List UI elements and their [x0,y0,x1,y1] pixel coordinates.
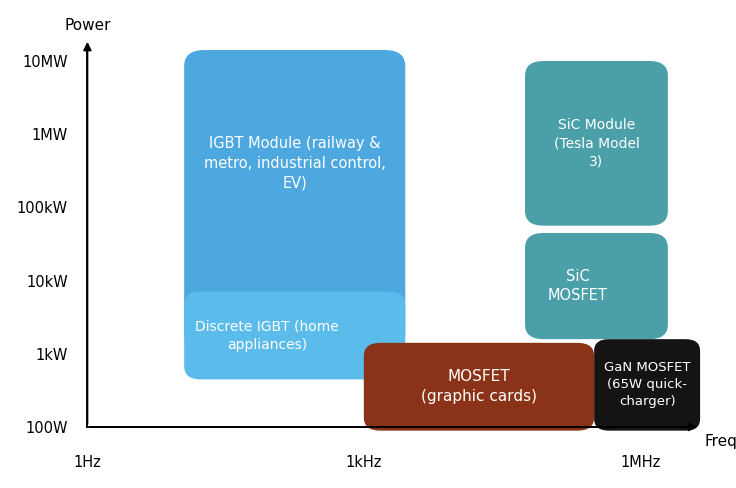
FancyBboxPatch shape [525,233,668,339]
FancyBboxPatch shape [525,61,668,225]
FancyBboxPatch shape [184,50,406,350]
Text: IGBT Module (railway &
metro, industrial control,
EV): IGBT Module (railway & metro, industrial… [204,136,386,191]
FancyBboxPatch shape [594,339,700,431]
Text: SiC Module
(Tesla Model
3): SiC Module (Tesla Model 3) [553,118,640,169]
Text: Discrete IGBT (home
appliances): Discrete IGBT (home appliances) [195,319,339,352]
FancyBboxPatch shape [364,343,594,431]
Text: MOSFET
(graphic cards): MOSFET (graphic cards) [421,369,537,404]
Text: GaN MOSFET
(65W quick-
charger): GaN MOSFET (65W quick- charger) [604,362,690,408]
FancyBboxPatch shape [184,292,406,380]
Text: Power: Power [64,18,110,33]
Text: Frequency: Frequency [704,434,736,449]
Text: SiC
MOSFET: SiC MOSFET [548,269,608,304]
